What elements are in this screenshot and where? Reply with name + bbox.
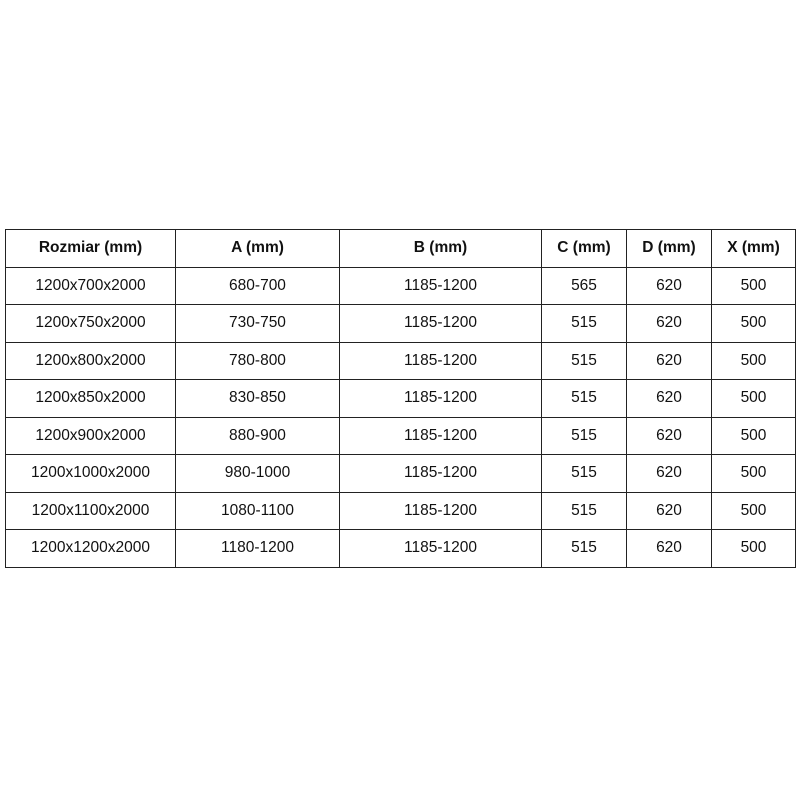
table-cell: 1200x800x2000: [5, 341, 176, 380]
table-cell: 620: [626, 529, 712, 568]
table-cell: 620: [626, 304, 712, 343]
column-header: A (mm): [175, 229, 340, 268]
column-header: X (mm): [711, 229, 796, 268]
table-cell: 1080-1100: [175, 491, 340, 530]
table-cell: 500: [711, 341, 796, 380]
table-cell: 1180-1200: [175, 529, 340, 568]
table-cell: 500: [711, 454, 796, 493]
table-cell: 980-1000: [175, 454, 340, 493]
table-cell: 500: [711, 379, 796, 418]
table-row: 1200x1100x2000 1080-1100 1185-1200 515 620 50…: [5, 491, 796, 530]
table-cell: 515: [541, 491, 627, 530]
table-row: 1200x700x2000 680-700 1185-1200 565 620 500: [5, 266, 796, 305]
column-header: C (mm): [541, 229, 627, 268]
table-cell: 780-800: [175, 341, 340, 380]
table-cell: 500: [711, 416, 796, 455]
table-cell: 515: [541, 341, 627, 380]
table-cell: 1200x1100x2000: [5, 491, 176, 530]
table-cell: 515: [541, 416, 627, 455]
table-cell: 1185-1200: [339, 529, 542, 568]
table-row: 1200x1200x2000 1180-1200 1185-1200 515 620 50…: [5, 529, 796, 568]
table-cell: 500: [711, 304, 796, 343]
column-header: B (mm): [339, 229, 542, 268]
table-cell: 1185-1200: [339, 416, 542, 455]
table-cell: 1185-1200: [339, 304, 542, 343]
table-cell: 1200x700x2000: [5, 266, 176, 305]
table-cell: 500: [711, 266, 796, 305]
table-cell: 515: [541, 379, 627, 418]
table-cell: 1185-1200: [339, 266, 542, 305]
header-row: Rozmiar (mm) A (mm) B (mm) C (mm) D (mm) X (m…: [5, 229, 796, 268]
column-header: Rozmiar (mm): [5, 229, 176, 268]
table-cell: 1200x850x2000: [5, 379, 176, 418]
dimensions-table: Rozmiar (mm) A (mm) B (mm) C (mm) D (mm) X (m…: [5, 229, 796, 568]
table-row: 1200x750x2000 730-750 1185-1200 515 620 500: [5, 304, 796, 343]
table-cell: 1185-1200: [339, 491, 542, 530]
table-cell: 500: [711, 529, 796, 568]
table-cell: 515: [541, 304, 627, 343]
table-cell: 620: [626, 379, 712, 418]
table-cell: 620: [626, 341, 712, 380]
table-cell: 620: [626, 266, 712, 305]
table-cell: 830-850: [175, 379, 340, 418]
table-cell: 1200x1200x2000: [5, 529, 176, 568]
table-cell: 1185-1200: [339, 379, 542, 418]
table-cell: 1200x1000x2000: [5, 454, 176, 493]
table-cell: 1200x750x2000: [5, 304, 176, 343]
table-cell: 1185-1200: [339, 341, 542, 380]
table-row: 1200x800x2000 780-800 1185-1200 515 620 500: [5, 341, 796, 380]
table-cell: 1200x900x2000: [5, 416, 176, 455]
table-row: 1200x1000x2000 980-1000 1185-1200 515 620 500: [5, 454, 796, 493]
table-cell: 620: [626, 491, 712, 530]
table-cell: 730-750: [175, 304, 340, 343]
table-row: 1200x850x2000 830-850 1185-1200 515 620 500: [5, 379, 796, 418]
table-row: 1200x900x2000 880-900 1185-1200 515 620 500: [5, 416, 796, 455]
table-cell: 515: [541, 454, 627, 493]
table-cell: 680-700: [175, 266, 340, 305]
table-cell: 515: [541, 529, 627, 568]
table-cell: 620: [626, 454, 712, 493]
table-cell: 500: [711, 491, 796, 530]
table-cell: 880-900: [175, 416, 340, 455]
table-cell: 1185-1200: [339, 454, 542, 493]
table-cell: 620: [626, 416, 712, 455]
column-header: D (mm): [626, 229, 712, 268]
table-cell: 565: [541, 266, 627, 305]
